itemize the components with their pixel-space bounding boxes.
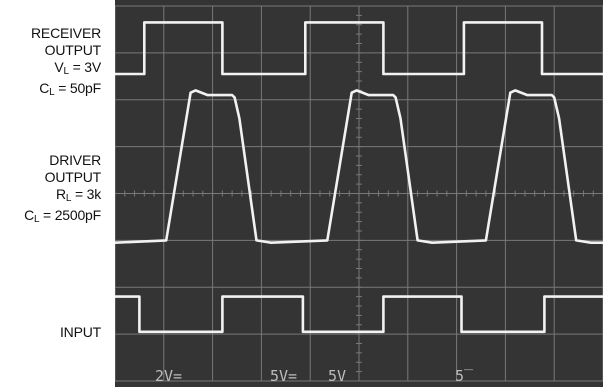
traces [115, 21, 603, 334]
driver-rl-label: RL = 3k [55, 186, 101, 204]
receiver-label-line1: RECEIVER [31, 25, 101, 41]
receiver-output-label: RECEIVER OUTPUT VL = 3V CL = 50pF [31, 25, 101, 101]
receiver-cl-label: CL = 50pF [39, 80, 101, 98]
driver-output-trace [115, 89, 603, 244]
input-label: INPUT [59, 324, 101, 340]
channel-labels: RECEIVER OUTPUT VL = 3V CL = 50pF DRIVER… [0, 0, 112, 387]
scale-readout: 5V= [270, 367, 297, 385]
driver-output-label: DRIVER OUTPUT RL = 3k CL = 2500pF [24, 152, 101, 228]
driver-cl-label: CL = 2500pF [24, 207, 101, 225]
driver-label-line2: OUTPUT [44, 169, 102, 185]
scale-readout: 5V [328, 367, 346, 385]
graticule [115, 5, 603, 382]
driver-label-line1: DRIVER [49, 152, 101, 168]
receiver-vl-label: VL = 3V [54, 59, 101, 77]
receiver-output-trace [115, 21, 603, 76]
receiver-label-line2: OUTPUT [44, 42, 102, 58]
oscilloscope-screen: 2V= 5V= 5V 5̅ [115, 0, 603, 387]
scale-readout: 2V= [155, 367, 182, 385]
input-trace [115, 295, 603, 334]
